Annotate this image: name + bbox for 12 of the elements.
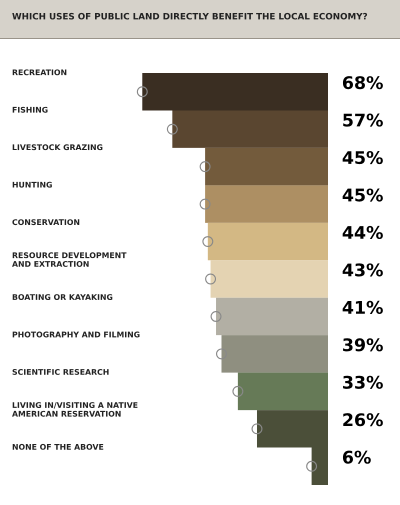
data-label: 45% <box>342 150 383 164</box>
data-label: 33% <box>343 376 383 389</box>
data-label: 45% <box>342 188 383 202</box>
data-label: 6% <box>342 450 371 464</box>
data-label: 68% <box>342 76 383 90</box>
data-label: 39% <box>343 338 383 352</box>
data-label: 26% <box>343 413 383 426</box>
data-label: 41% <box>342 300 383 314</box>
data-label: 57% <box>343 114 383 127</box>
data-label: 43% <box>342 263 383 276</box>
data-label: 44% <box>342 226 383 240</box>
chart-title: WHICH USES OF PUBLIC LAND DIRECTLY BENEFIT THE LOCAL ECONOMY? <box>12 12 368 20</box>
